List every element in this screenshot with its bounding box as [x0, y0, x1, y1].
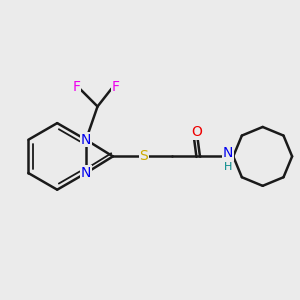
Text: H: H: [224, 162, 232, 172]
Text: N: N: [81, 133, 91, 147]
Text: S: S: [139, 149, 148, 164]
Text: F: F: [72, 80, 80, 94]
Text: O: O: [191, 125, 202, 139]
Text: F: F: [112, 80, 120, 94]
Text: N: N: [81, 166, 91, 180]
Text: N: N: [223, 146, 233, 160]
